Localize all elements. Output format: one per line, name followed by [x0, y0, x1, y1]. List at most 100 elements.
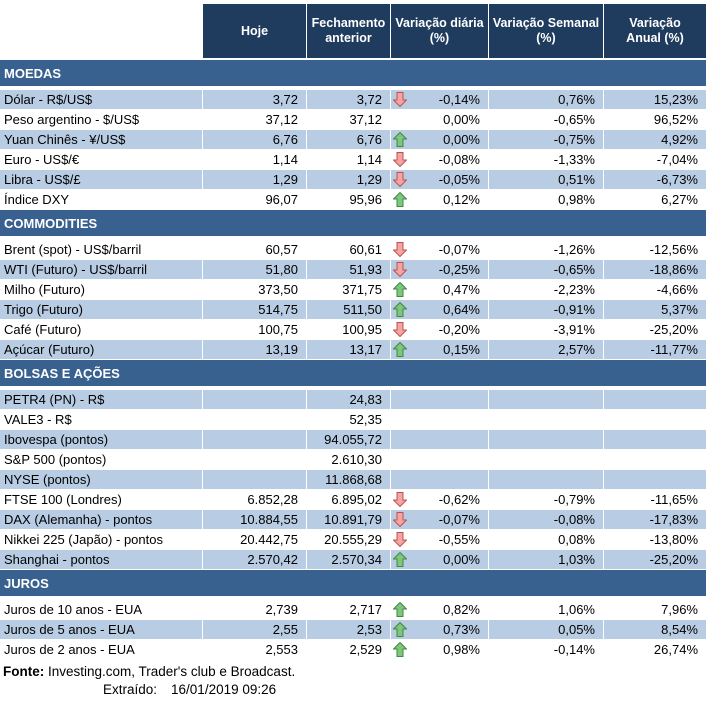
section-title: JUROS	[4, 575, 49, 591]
section-title: BOLSAS E AÇÕES	[4, 365, 120, 381]
cell-variacao-semanal: 1,06%	[488, 600, 603, 619]
cell-hoje	[202, 470, 306, 489]
cell-variacao-diaria	[390, 450, 488, 469]
down-arrow-icon	[392, 321, 408, 337]
cell-variacao-semanal: -0,65%	[488, 110, 603, 129]
cell-variacao-diaria: -0,20%	[390, 320, 488, 339]
variacao-diaria-value: 0,12%	[443, 192, 480, 207]
cell-label: Trigo (Futuro)	[0, 300, 202, 319]
variacao-diaria-value: -0,55%	[438, 532, 480, 547]
cell-hoje: 1,14	[202, 150, 306, 169]
variacao-diaria-value: -0,62%	[438, 492, 480, 507]
down-arrow-icon	[392, 241, 408, 257]
source-label: Fonte:	[3, 664, 45, 679]
cell-label: Juros de 2 anos - EUA	[0, 640, 202, 659]
cell-variacao-anual: 8,54%	[603, 620, 706, 639]
cell-hoje: 6.852,28	[202, 490, 306, 509]
cell-variacao-semanal: -0,75%	[488, 130, 603, 149]
cell-variacao-semanal	[488, 430, 603, 449]
cell-hoje: 373,50	[202, 280, 306, 299]
up-arrow-icon	[392, 341, 408, 357]
variacao-diaria-value: 0,15%	[443, 342, 480, 357]
cell-variacao-semanal: 2,57%	[488, 340, 603, 359]
cell-variacao-anual: -11,65%	[603, 490, 706, 509]
up-arrow-icon	[392, 191, 408, 207]
cell-variacao-diaria: -0,55%	[390, 530, 488, 549]
column-header-2: Fechamento anterior	[306, 4, 390, 58]
cell-variacao-anual	[603, 390, 706, 409]
cell-variacao-diaria: 0,15%	[390, 340, 488, 359]
column-header-line2: Anual (%)	[626, 31, 684, 45]
table-body: MOEDAS Dólar - R$/US$ 3,72 3,72 -0,14% 0,76% 1…	[0, 60, 706, 659]
cell-fechamento-anterior: 10.891,79	[306, 510, 390, 529]
variacao-diaria-value: -0,20%	[438, 322, 480, 337]
cell-fechamento-anterior: 2.570,34	[306, 550, 390, 569]
cell-variacao-diaria: -0,07%	[390, 510, 488, 529]
cell-variacao-diaria: 0,73%	[390, 620, 488, 639]
column-header-line2: (%)	[429, 31, 450, 45]
table-row: PETR4 (PN) - R$ 24,83	[0, 390, 706, 409]
footer: Fonte: Investing.com, Trader's club e Br…	[0, 663, 706, 699]
cell-hoje	[202, 450, 306, 469]
cell-fechamento-anterior: 51,93	[306, 260, 390, 279]
cell-hoje	[202, 390, 306, 409]
up-arrow-icon	[392, 641, 408, 657]
down-arrow-icon	[392, 491, 408, 507]
cell-hoje: 2.570,42	[202, 550, 306, 569]
cell-fechamento-anterior: 100,95	[306, 320, 390, 339]
table-row: DAX (Alemanha) - pontos 10.884,55 10.891,7…	[0, 510, 706, 529]
cell-variacao-anual	[603, 470, 706, 489]
cell-hoje: 37,12	[202, 110, 306, 129]
cell-variacao-semanal: -0,14%	[488, 640, 603, 659]
up-arrow-icon	[392, 551, 408, 567]
cell-hoje: 20.442,75	[202, 530, 306, 549]
cell-label: Brent (spot) - US$/barril	[0, 240, 202, 259]
cell-label: Euro - US$/€	[0, 150, 202, 169]
table-row: NYSE (pontos) 11.868,68	[0, 470, 706, 489]
cell-fechamento-anterior: 2.610,30	[306, 450, 390, 469]
cell-variacao-semanal: 0,05%	[488, 620, 603, 639]
cell-hoje: 2,55	[202, 620, 306, 639]
section-bar-moedas: MOEDAS	[0, 60, 706, 86]
cell-variacao-anual: 26,74%	[603, 640, 706, 659]
cell-label: S&P 500 (pontos)	[0, 450, 202, 469]
cell-variacao-semanal: -0,91%	[488, 300, 603, 319]
cell-variacao-semanal: 0,98%	[488, 190, 603, 209]
cell-variacao-anual: -17,83%	[603, 510, 706, 529]
cell-fechamento-anterior: 6.895,02	[306, 490, 390, 509]
variacao-diaria-value: -0,07%	[438, 242, 480, 257]
cell-fechamento-anterior: 24,83	[306, 390, 390, 409]
cell-variacao-diaria	[390, 390, 488, 409]
cell-fechamento-anterior: 20.555,29	[306, 530, 390, 549]
cell-hoje: 100,75	[202, 320, 306, 339]
table-row: Açúcar (Futuro) 13,19 13,17 0,15% 2,57% -11,7…	[0, 340, 706, 359]
table-row: WTI (Futuro) - US$/barril 51,80 51,93 -0,25…	[0, 260, 706, 279]
cell-variacao-anual: -7,04%	[603, 150, 706, 169]
cell-variacao-semanal: 0,76%	[488, 90, 603, 109]
cell-hoje: 2,739	[202, 600, 306, 619]
cell-variacao-semanal	[488, 470, 603, 489]
cell-variacao-semanal: -1,33%	[488, 150, 603, 169]
cell-variacao-anual: -12,56%	[603, 240, 706, 259]
cell-variacao-semanal	[488, 410, 603, 429]
down-arrow-icon	[392, 531, 408, 547]
variacao-diaria-value: 0,00%	[443, 552, 480, 567]
cell-variacao-diaria	[390, 470, 488, 489]
up-arrow-icon	[392, 301, 408, 317]
variacao-diaria-value: -0,14%	[438, 92, 480, 107]
cell-label: WTI (Futuro) - US$/barril	[0, 260, 202, 279]
column-header-line1: Hoje	[240, 23, 269, 38]
cell-hoje: 2,553	[202, 640, 306, 659]
cell-variacao-semanal	[488, 450, 603, 469]
table-row: Dólar - R$/US$ 3,72 3,72 -0,14% 0,76% 15,23%	[0, 90, 706, 109]
cell-variacao-semanal: -2,23%	[488, 280, 603, 299]
table-row: VALE3 - R$ 52,35	[0, 410, 706, 429]
section-title: MOEDAS	[4, 65, 62, 81]
cell-fechamento-anterior: 6,76	[306, 130, 390, 149]
column-header-line1: Variação Semanal	[492, 16, 600, 30]
table-row: Juros de 5 anos - EUA 2,55 2,53 0,73% 0,05% 8…	[0, 620, 706, 639]
cell-hoje: 51,80	[202, 260, 306, 279]
cell-label: Café (Futuro)	[0, 320, 202, 339]
cell-label: Yuan Chinês - ¥/US$	[0, 130, 202, 149]
cell-fechamento-anterior: 371,75	[306, 280, 390, 299]
